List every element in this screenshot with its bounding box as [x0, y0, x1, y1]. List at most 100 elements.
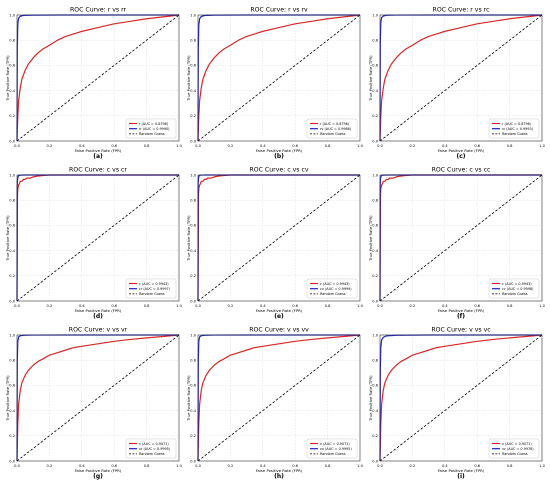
y-tick-label: 0.8	[190, 199, 196, 203]
x-tick-label: 1.0	[176, 304, 182, 308]
panel-label: (e)	[274, 313, 284, 320]
legend-entry: Random Guess	[320, 292, 346, 296]
y-tick-label: 0.8	[372, 199, 378, 203]
y-tick-label: 0.2	[9, 274, 15, 278]
y-tick-label: 0.6	[372, 64, 378, 68]
x-tick-label: 0.8	[507, 464, 513, 468]
x-tick-label: 0.8	[325, 464, 331, 468]
x-tick-label: 0.8	[325, 304, 331, 308]
y-axis-label: True Positive Rate (TPR)	[368, 55, 373, 102]
x-tick-label: 0.4	[79, 464, 85, 468]
legend-entry: Random Guess	[139, 132, 165, 136]
y-tick-label: 0.0	[190, 139, 196, 143]
x-axis-label: False Positive Rate (FPR)	[438, 308, 485, 313]
panel-label: (b)	[274, 153, 284, 160]
chart-title: ROC Curve: r vs rr	[70, 7, 127, 14]
x-tick-label: 1.0	[539, 304, 545, 308]
x-tick-label: 0.8	[507, 304, 513, 308]
x-tick-label: 0.6	[292, 464, 298, 468]
legend-entry: r (AUC = 0.8796)	[320, 122, 350, 126]
legend-box	[125, 118, 177, 139]
roc-panel: 0.0 0.2 0.4 0.6 0.8 1.0 0.0 0.2 0.4 0.6 0.8 1.0 ROC …	[368, 327, 546, 481]
y-tick-label: 0.2	[190, 274, 196, 278]
y-axis-label: True Positive Rate (TPR)	[186, 215, 191, 262]
x-tick-label: 0.2	[47, 144, 53, 148]
x-tick-label: 0.0	[195, 304, 201, 308]
y-tick-label: 0.8	[9, 39, 15, 43]
y-tick-label: 0.6	[372, 384, 378, 388]
roc-panel: 0.0 0.2 0.4 0.6 0.8 1.0 0.0 0.2 0.4 0.6 0.8 1.0 ROC …	[5, 7, 183, 161]
legend-entry: r (AUC = 0.8796)	[139, 122, 169, 126]
x-tick-label: 0.8	[144, 144, 150, 148]
legend-entry: Random Guess	[502, 132, 528, 136]
legend-box	[488, 438, 540, 459]
legend-entry: Random Guess	[139, 292, 165, 296]
legend-box	[306, 438, 358, 459]
x-tick-label: 0.2	[47, 304, 53, 308]
plot-frame	[197, 174, 361, 302]
y-tick-label: 0.8	[372, 39, 378, 43]
y-tick-label: 0.2	[372, 274, 378, 278]
legend-entry: v (AUC = 0.9071)	[502, 442, 532, 446]
y-tick-label: 0.6	[9, 224, 15, 228]
plot-frame	[379, 14, 543, 142]
plot-frame	[197, 14, 361, 142]
x-tick-label: 1.0	[539, 144, 545, 148]
legend-entry: c (AUC = 0.9943)	[139, 282, 169, 286]
x-tick-label: 0.2	[228, 144, 234, 148]
x-tick-label: 1.0	[176, 464, 182, 468]
x-tick-label: 1.0	[357, 464, 363, 468]
legend-entry: Random Guess	[502, 292, 528, 296]
legend-entry: c (AUC = 0.9943)	[320, 282, 350, 286]
y-axis-label: True Positive Rate (TPR)	[5, 375, 10, 422]
x-axis-label: False Positive Rate (FPR)	[256, 148, 303, 153]
legend-entry: rc (AUC = 0.9993)	[502, 127, 534, 131]
y-tick-label: 0.4	[372, 409, 378, 413]
x-tick-label: 0.0	[377, 304, 383, 308]
y-tick-label: 0.2	[372, 114, 378, 118]
legend-entry: v (AUC = 0.9071)	[139, 442, 169, 446]
x-tick-label: 0.2	[228, 464, 234, 468]
roc-panel: 0.0 0.2 0.4 0.6 0.8 1.0 0.0 0.2 0.4 0.6 0.8 1.0 ROC …	[5, 327, 183, 481]
x-tick-label: 0.8	[144, 464, 150, 468]
y-tick-label: 0.0	[190, 299, 196, 303]
panel-label: (g)	[93, 473, 103, 480]
chart-title: ROC Curve: v vs vv	[249, 327, 309, 334]
x-tick-label: 0.8	[325, 144, 331, 148]
x-tick-label: 0.6	[474, 464, 480, 468]
x-tick-label: 1.0	[357, 144, 363, 148]
y-tick-label: 0.0	[9, 139, 15, 143]
legend-entry: rv (AUC = 0.9986)	[320, 127, 352, 131]
plot-frame	[379, 174, 543, 302]
y-tick-label: 0.4	[190, 409, 196, 413]
y-tick-label: 1.0	[190, 173, 196, 177]
y-tick-label: 0.6	[190, 384, 196, 388]
roc-series-line	[379, 334, 543, 462]
roc-panel: 0.0 0.2 0.4 0.6 0.8 1.0 0.0 0.2 0.4 0.6 0.8 1.0 ROC …	[5, 167, 183, 321]
chart-title: ROC Curve: c vs cv	[249, 167, 308, 174]
legend-entry: Random Guess	[502, 452, 528, 456]
x-tick-label: 0.2	[228, 304, 234, 308]
x-tick-label: 0.6	[292, 304, 298, 308]
y-tick-label: 0.0	[9, 299, 15, 303]
x-tick-label: 0.4	[79, 144, 85, 148]
roc-panel: 0.0 0.2 0.4 0.6 0.8 1.0 0.0 0.2 0.4 0.6 0.8 1.0 ROC …	[368, 7, 546, 161]
roc-panel: 0.0 0.2 0.4 0.6 0.8 1.0 0.0 0.2 0.4 0.6 0.8 1.0 ROC …	[368, 167, 546, 321]
x-tick-label: 0.4	[442, 304, 448, 308]
x-tick-label: 0.4	[442, 464, 448, 468]
panel-label: (c)	[456, 153, 465, 160]
x-tick-label: 1.0	[539, 464, 545, 468]
x-tick-label: 0.4	[260, 464, 266, 468]
x-tick-label: 0.6	[292, 144, 298, 148]
legend-entry: Random Guess	[139, 452, 165, 456]
y-axis-label: True Positive Rate (TPR)	[186, 375, 191, 422]
plot-frame	[16, 174, 180, 302]
panel-label: (a)	[93, 153, 103, 160]
x-tick-label: 0.6	[474, 144, 480, 148]
roc-series-line	[197, 14, 361, 142]
x-tick-label: 0.2	[47, 464, 53, 468]
y-tick-label: 0.8	[190, 39, 196, 43]
x-tick-label: 0.8	[507, 144, 513, 148]
legend-entry: v (AUC = 0.9071)	[320, 442, 350, 446]
